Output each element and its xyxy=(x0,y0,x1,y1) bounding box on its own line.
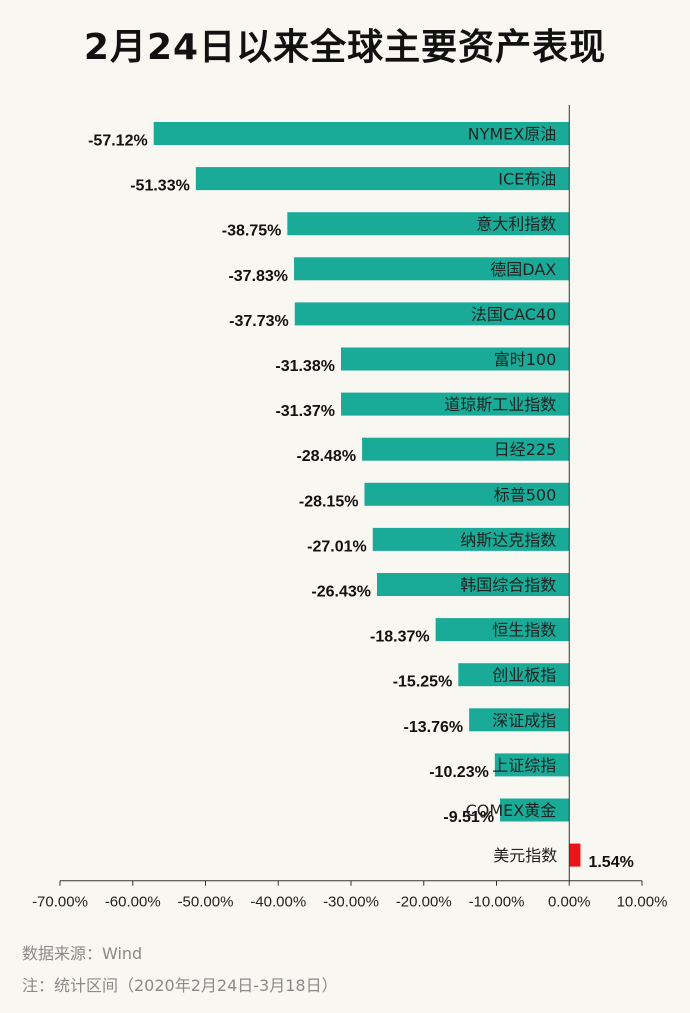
data-label: -51.33% xyxy=(130,178,190,195)
x-tick-label: -20.00% xyxy=(396,894,452,911)
x-tick-label: 10.00% xyxy=(617,894,668,911)
data-label: -15.25% xyxy=(393,674,453,691)
bar xyxy=(458,663,570,687)
category-label: 德国DAX xyxy=(490,260,556,279)
chart-title: 2月24日以来全球主要资产表现 xyxy=(83,27,607,68)
bar xyxy=(500,798,570,822)
data-label: -13.76% xyxy=(404,719,464,736)
x-tick-label: -10.00% xyxy=(469,894,525,911)
data-label: -37.73% xyxy=(229,313,289,330)
data-label: -31.37% xyxy=(275,403,335,420)
x-tick-label: -50.00% xyxy=(178,894,234,911)
x-tick-label: -30.00% xyxy=(323,894,379,911)
category-label: 创业板指 xyxy=(492,666,556,685)
data-label: -27.01% xyxy=(307,538,367,555)
bar xyxy=(372,527,570,551)
bar xyxy=(569,843,581,867)
bar xyxy=(435,618,570,642)
data-label: -9.51% xyxy=(443,809,494,826)
category-label: COMEX黄金 xyxy=(466,801,557,820)
x-tick-label: -40.00% xyxy=(250,894,306,911)
category-label: 纳斯达克指数 xyxy=(460,530,556,549)
category-label: 美元指数 xyxy=(493,846,557,865)
category-label: 上证综指 xyxy=(492,756,556,775)
data-label: -31.38% xyxy=(275,358,335,375)
category-label: 意大利指数 xyxy=(476,215,556,234)
category-label: 深证成指 xyxy=(492,711,556,730)
data-label: -57.12% xyxy=(88,133,148,150)
category-label: NYMEX原油 xyxy=(468,125,557,144)
category-label: 道琼斯工业指数 xyxy=(444,395,556,414)
statistics-period-note: 注：统计区间（2020年2月24日-3月18日） xyxy=(22,976,338,995)
category-label: 恒生指数 xyxy=(492,621,556,640)
category-label: 标普500 xyxy=(494,485,557,504)
x-tick-label: -60.00% xyxy=(105,894,161,911)
data-label: -28.48% xyxy=(296,448,356,465)
data-label: -38.75% xyxy=(222,223,282,240)
bar xyxy=(340,347,570,371)
bar xyxy=(195,167,570,191)
data-source-note: 数据来源：Wind xyxy=(22,944,143,963)
bar xyxy=(376,573,570,596)
x-tick-label: -70.00% xyxy=(32,894,88,911)
bar xyxy=(153,122,570,145)
bar xyxy=(364,482,570,506)
x-tick-label: 0.00% xyxy=(548,894,591,911)
category-label: 法国CAC40 xyxy=(471,305,556,324)
bar xyxy=(294,302,570,326)
data-label: -37.83% xyxy=(228,268,288,285)
bar xyxy=(362,437,570,461)
category-label: 韩国综合指数 xyxy=(460,576,556,595)
category-label: 富时100 xyxy=(494,350,557,369)
data-label: -10.23% xyxy=(429,764,489,781)
bar xyxy=(469,708,570,732)
bar xyxy=(341,392,570,416)
category-label: 日经225 xyxy=(494,440,557,459)
data-label: -26.43% xyxy=(311,584,371,601)
bar xyxy=(494,753,570,777)
bar xyxy=(294,257,570,281)
bar xyxy=(287,212,570,236)
data-label: -28.15% xyxy=(299,493,359,510)
category-label: ICE布油 xyxy=(498,170,556,189)
data-label: 1.54% xyxy=(588,854,633,871)
data-label: -18.37% xyxy=(370,629,430,646)
